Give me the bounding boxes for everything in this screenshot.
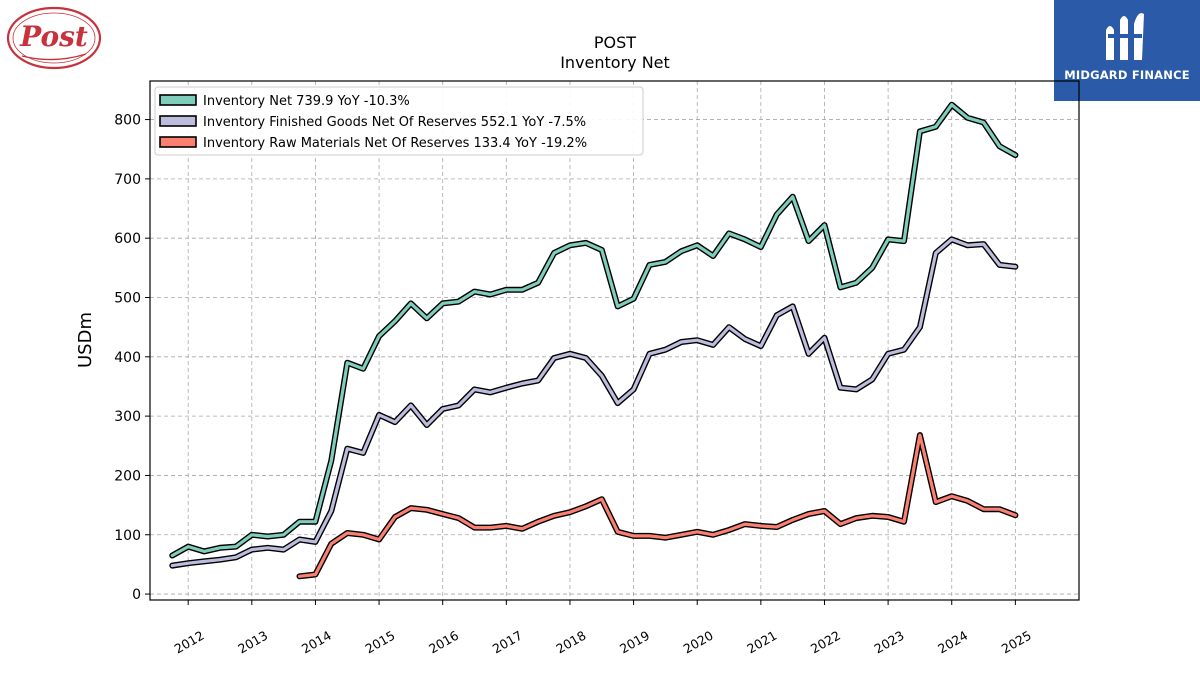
x-tick-label: 2012	[172, 628, 207, 657]
x-tick-label: 2023	[872, 628, 907, 657]
y-tick-label: 0	[132, 587, 141, 603]
midgard-finance-logo: MIDGARD FINANCE	[1054, 0, 1200, 101]
legend-swatch-2	[159, 136, 197, 148]
y-tick-label: 400	[114, 350, 141, 366]
y-axis-ticks: 0 100 200 300 400 500 600 700 800	[114, 113, 150, 603]
x-tick-label: 2014	[299, 628, 334, 657]
x-tick-label: 2021	[744, 628, 779, 657]
post-logo: Post	[4, 4, 104, 72]
x-tick-label: 2019	[617, 628, 652, 657]
legend: Inventory Net 739.9 YoY -10.3% Inventory …	[154, 86, 644, 156]
legend-label-1: Inventory Finished Goods Net Of Reserves…	[203, 115, 586, 130]
legend-label-0: Inventory Net 739.9 YoY -10.3%	[203, 94, 410, 109]
y-tick-label: 200	[114, 468, 141, 484]
x-tick-label: 2017	[490, 628, 525, 657]
y-axis-label: USDm	[75, 312, 96, 368]
series-layer	[169, 101, 1019, 580]
x-tick-label: 2022	[808, 628, 843, 657]
x-tick-label: 2013	[235, 628, 270, 657]
y-tick-label: 100	[114, 528, 141, 544]
x-tick-label: 2018	[553, 628, 588, 657]
legend-label-2: Inventory Raw Materials Net Of Reserves …	[203, 136, 587, 151]
plot-frame	[149, 80, 1080, 601]
chart-title: POST	[594, 33, 636, 52]
y-tick-label: 300	[114, 409, 141, 425]
x-axis-ticks: 2012 2013 2014 2015 2016 2017 2018 2019 2020 2021…	[172, 600, 1034, 657]
x-tick-label: 2020	[681, 628, 716, 657]
legend-box	[154, 86, 644, 156]
series-line-2	[297, 433, 1017, 578]
x-tick-label: 2016	[426, 628, 461, 657]
legend-swatch-1	[159, 115, 197, 127]
post-logo-text: Post	[19, 20, 88, 53]
y-tick-label: 500	[114, 290, 141, 306]
y-tick-label: 800	[114, 113, 141, 129]
chart-subtitle: Inventory Net	[560, 53, 670, 72]
legend-swatch-0	[159, 94, 197, 106]
y-tick-label: 600	[114, 231, 141, 247]
y-tick-label: 700	[114, 172, 141, 188]
series-line-1	[170, 237, 1017, 568]
series-line-0	[170, 103, 1017, 558]
midgard-finance-label: MIDGARD FINANCE	[1064, 68, 1190, 82]
x-tick-label: 2015	[363, 628, 398, 657]
x-tick-label: 2024	[935, 628, 970, 657]
midgard-emblem-icon	[1106, 13, 1144, 60]
series-line-outline-0	[169, 101, 1019, 559]
x-tick-label: 2025	[999, 628, 1034, 657]
